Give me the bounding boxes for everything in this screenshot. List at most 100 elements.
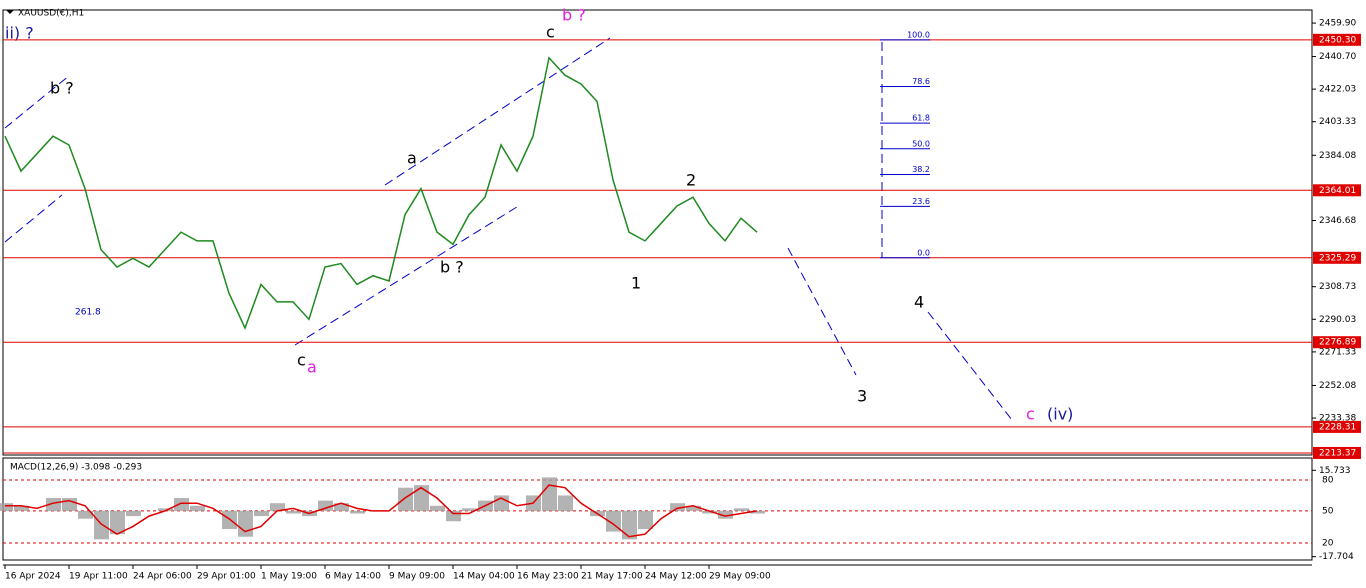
wave-label: 4 xyxy=(914,293,924,312)
price-panel xyxy=(2,9,1313,456)
y-tick-label: 2384.08 xyxy=(1319,151,1356,161)
macd-bar xyxy=(414,485,429,511)
macd-bar xyxy=(446,510,461,522)
macd-bar xyxy=(558,495,573,511)
x-tick-label: 29 May 09:00 xyxy=(709,572,771,582)
level-label: 2276.89 xyxy=(1319,338,1356,348)
macd-bar xyxy=(542,477,557,511)
macd-bar xyxy=(0,503,13,511)
wave-label: 3 xyxy=(857,387,867,406)
y-tick-label: 2308.73 xyxy=(1319,282,1356,292)
macd-bar xyxy=(238,510,253,537)
level-label: 2213.37 xyxy=(1319,448,1356,458)
wave-lines xyxy=(4,37,1013,421)
macd-bar xyxy=(462,508,477,511)
chart-title: XAUUSD(€),H1 xyxy=(18,9,84,19)
y-tick-label: 2422.03 xyxy=(1319,85,1356,95)
x-tick-label: 6 May 14:00 xyxy=(325,572,381,582)
macd-bar xyxy=(110,510,125,535)
macd-bar xyxy=(718,510,733,519)
wave-label: b ? xyxy=(562,6,586,25)
wave-label: c xyxy=(1026,405,1035,424)
level-label: 2325.29 xyxy=(1319,253,1356,263)
fib-label: 23.6 xyxy=(912,197,930,206)
level-tag xyxy=(1313,336,1361,349)
price-line xyxy=(4,56,758,331)
macd-bar xyxy=(686,505,701,511)
y-tick-label: 2459.90 xyxy=(1319,19,1356,29)
y-tick-label: 2290.03 xyxy=(1319,315,1356,325)
level-tag xyxy=(1313,33,1361,46)
level-tag xyxy=(1313,251,1361,264)
wave-label: b ? xyxy=(50,79,74,98)
macd-bar xyxy=(174,498,189,511)
y-tick-label: 2440.70 xyxy=(1319,52,1356,62)
macd-bar xyxy=(78,510,93,519)
level-label: 2228.31 xyxy=(1319,422,1356,432)
macd-bar xyxy=(62,498,77,511)
fib-label: 50.0 xyxy=(912,139,930,148)
macd-bar xyxy=(126,510,141,517)
level-tag xyxy=(1313,446,1361,459)
x-tick-label: 21 May 17:00 xyxy=(581,572,643,582)
wave-label: 2 xyxy=(686,171,696,190)
y-tick-label: 2346.68 xyxy=(1319,216,1356,226)
macd-bar xyxy=(334,503,349,511)
menu-icon xyxy=(6,10,14,14)
wave-label: b ? xyxy=(440,258,464,277)
macd-bar xyxy=(190,505,205,511)
fib-label: 38.2 xyxy=(912,165,930,174)
macd-bar xyxy=(750,510,765,514)
x-tick-label: 9 May 09:00 xyxy=(389,572,445,582)
x-tick-label: 14 May 04:00 xyxy=(453,572,515,582)
level-label: 80 xyxy=(1322,475,1334,485)
macd-bar xyxy=(702,510,717,514)
fib-label: 261.8 xyxy=(75,308,101,318)
level-label: 20 xyxy=(1322,538,1334,548)
wave-label: (iv) xyxy=(1047,405,1073,424)
macd-bar xyxy=(254,510,269,517)
x-tick-label: 16 Apr 2024 xyxy=(5,572,61,582)
macd-bar xyxy=(286,510,301,514)
wave-label: 1 xyxy=(631,274,641,293)
wave-label: c xyxy=(297,351,306,370)
x-tick-label: 24 Apr 06:00 xyxy=(133,572,192,582)
y-tick-label: 2271.33 xyxy=(1319,347,1356,357)
x-tick-label: 29 Apr 01:00 xyxy=(197,572,256,582)
fib-label: 78.6 xyxy=(912,77,930,86)
macd-bar xyxy=(734,508,749,511)
x-tick-label: 24 May 12:00 xyxy=(645,572,707,582)
wave-label: a xyxy=(407,149,417,168)
macd-bar xyxy=(398,487,413,511)
x-tick-label: 1 May 19:00 xyxy=(261,572,317,582)
macd-bar xyxy=(270,503,285,511)
fib-label: 100.0 xyxy=(907,30,930,39)
y-tick-label: 2233.38 xyxy=(1319,414,1356,424)
level-label: 50 xyxy=(1322,506,1334,516)
macd-bar xyxy=(350,510,365,514)
macd-title: MACD(12,26,9) -3.098 -0.293 xyxy=(10,463,142,473)
macd-bar xyxy=(638,510,653,530)
wave-label: c xyxy=(546,23,555,42)
y-tick-label: -17.704 xyxy=(1319,552,1354,562)
level-label: 2450.30 xyxy=(1319,35,1356,45)
x-tick-label: 19 Apr 11:00 xyxy=(69,572,128,582)
y-tick-label: 2252.08 xyxy=(1319,381,1356,391)
fib-label: 0.0 xyxy=(917,248,930,257)
level-tag xyxy=(1313,420,1361,433)
macd-bar xyxy=(430,505,445,511)
wave-label: ii) ? xyxy=(5,24,34,43)
macd-bar xyxy=(158,508,173,511)
x-tick-label: 16 May 23:00 xyxy=(517,572,579,582)
signal-line xyxy=(5,484,758,538)
wave-label: a xyxy=(307,358,317,377)
macd-bar xyxy=(318,500,333,511)
macd-bar xyxy=(670,503,685,511)
macd-bar xyxy=(94,510,109,540)
macd-bar xyxy=(46,498,61,511)
level-tag xyxy=(1313,184,1361,197)
macd-bar xyxy=(14,505,29,511)
y-tick-label: 15.733 xyxy=(1319,466,1351,476)
macd-bar xyxy=(622,510,637,540)
